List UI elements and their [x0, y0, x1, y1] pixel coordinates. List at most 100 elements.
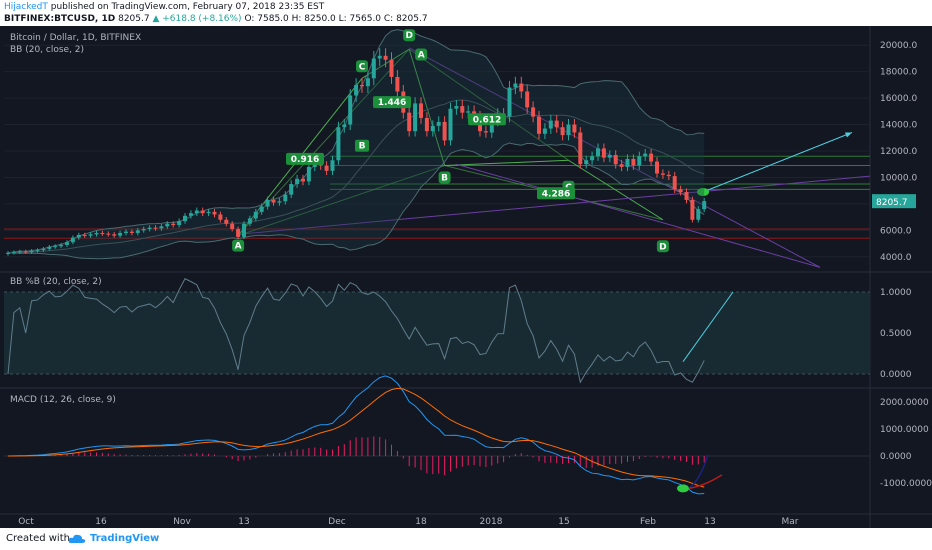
candle-body [395, 76, 400, 92]
candle-body [590, 156, 595, 161]
candle-body [159, 226, 164, 229]
candle-body [584, 160, 589, 165]
candle-body [371, 58, 376, 79]
time-tick-label: 16 [95, 517, 107, 527]
time-tick-label: 13 [704, 517, 715, 527]
macd-tick-label: 1000.0000 [880, 425, 929, 435]
candle-body [106, 233, 111, 235]
candle-body [88, 234, 93, 236]
price-tick-label: 14000.0 [880, 121, 917, 131]
footer: Created with TradingView [0, 528, 932, 550]
candle-body [554, 120, 559, 128]
signal-line [7, 387, 705, 488]
candle-body [147, 227, 152, 230]
candle-body [188, 213, 193, 216]
candle-body [283, 194, 288, 202]
candle-body [407, 112, 412, 132]
candle-body [519, 83, 524, 92]
candle-body [696, 209, 701, 220]
candle-body [578, 132, 583, 165]
chart-svg[interactable]: 4000.06000.08000.010000.012000.014000.01… [0, 26, 932, 528]
tradingview-brand[interactable]: TradingView [90, 533, 160, 544]
harmonic-pattern [4, 47, 871, 268]
candle-body [53, 246, 58, 248]
candle-body [702, 201, 707, 210]
candle-body [377, 55, 382, 59]
candle-body [141, 229, 146, 231]
candle-body [389, 59, 394, 77]
pattern-point-box [403, 29, 416, 42]
candle-body [537, 116, 541, 134]
candle-body [448, 108, 453, 141]
pattern-ratio-box [373, 96, 411, 109]
candle-body [23, 251, 28, 253]
candle-body [183, 215, 187, 222]
breakout-marker [697, 187, 709, 196]
candle-body [342, 124, 347, 128]
wedge-line [456, 163, 821, 268]
candle-body [118, 232, 123, 236]
pattern-point-label: B [441, 174, 448, 184]
candle-body [690, 199, 695, 220]
macd-indicator-label: MACD (12, 26, close, 9) [10, 395, 116, 405]
candle-body [206, 211, 211, 214]
time-tick-label: 2018 [480, 517, 503, 527]
candle-body [666, 174, 671, 177]
candle-body [348, 95, 353, 125]
candle-body [419, 103, 423, 118]
time-tick-label: 15 [558, 517, 569, 527]
trend-line [238, 175, 871, 235]
candle-body [643, 153, 648, 157]
candle-body [65, 242, 69, 245]
candle-body [548, 120, 553, 129]
pattern-point-box [232, 239, 245, 252]
signal-projection [688, 474, 723, 490]
pattern-ratio-label: 4.286 [542, 189, 570, 199]
candle-body [525, 91, 530, 108]
bb-tick-label: 0.5000 [880, 329, 912, 339]
candle-body [47, 246, 52, 249]
last-price-label: 8205.7 [876, 198, 908, 208]
candle-body [17, 251, 22, 253]
candle-body [596, 148, 600, 157]
candle-body [383, 55, 388, 60]
candle-body [513, 83, 518, 88]
last-price: 8205.7 [118, 14, 150, 24]
pattern-diagonal [408, 48, 569, 161]
candle-body [94, 232, 99, 235]
candle-body [672, 176, 677, 190]
pattern-ratio-label: 0.916 [291, 155, 319, 165]
pattern-point-label: D [659, 242, 666, 252]
candle-body [177, 221, 182, 226]
candle-body [171, 223, 176, 226]
chart-labels: 4000.06000.08000.010000.012000.014000.01… [10, 29, 932, 527]
pattern-ratio-box [468, 113, 506, 126]
candle-body [637, 156, 642, 166]
header-line-2: BITFINEX:BTCUSD, 1D 8205.7 ▲ +618.8 (+8.… [4, 13, 428, 25]
candle-body [135, 230, 140, 233]
candle-body [247, 218, 252, 224]
chart-area[interactable]: 4000.06000.08000.010000.012000.014000.01… [0, 26, 932, 528]
candle-body [112, 234, 117, 236]
indicator-panes [4, 278, 870, 495]
pattern-point-box [415, 48, 428, 61]
candle-body [625, 158, 630, 167]
author-link[interactable]: HijackedT [4, 2, 48, 12]
candle-body [289, 184, 294, 195]
macd-tick-label: -1000.0000 [880, 479, 932, 489]
time-tick-label: Oct [18, 517, 34, 527]
candle-body [660, 173, 665, 175]
candle-body [165, 223, 170, 227]
pattern-ratio-label: 0.612 [473, 115, 501, 125]
candle-body [413, 103, 418, 132]
time-tick-label: Feb [640, 517, 656, 527]
pattern-leg [444, 159, 569, 167]
candle-body [230, 223, 235, 230]
pattern-point-box [356, 60, 368, 73]
chart-title: Bitcoin / Dollar, 1D, BITFINEX [10, 33, 141, 43]
candle-body [572, 124, 577, 133]
pattern-point-box [438, 171, 451, 184]
price-tick-label: 20000.0 [880, 41, 917, 51]
price-tick-label: 16000.0 [880, 94, 917, 104]
price-tick-label: 12000.0 [880, 147, 917, 157]
